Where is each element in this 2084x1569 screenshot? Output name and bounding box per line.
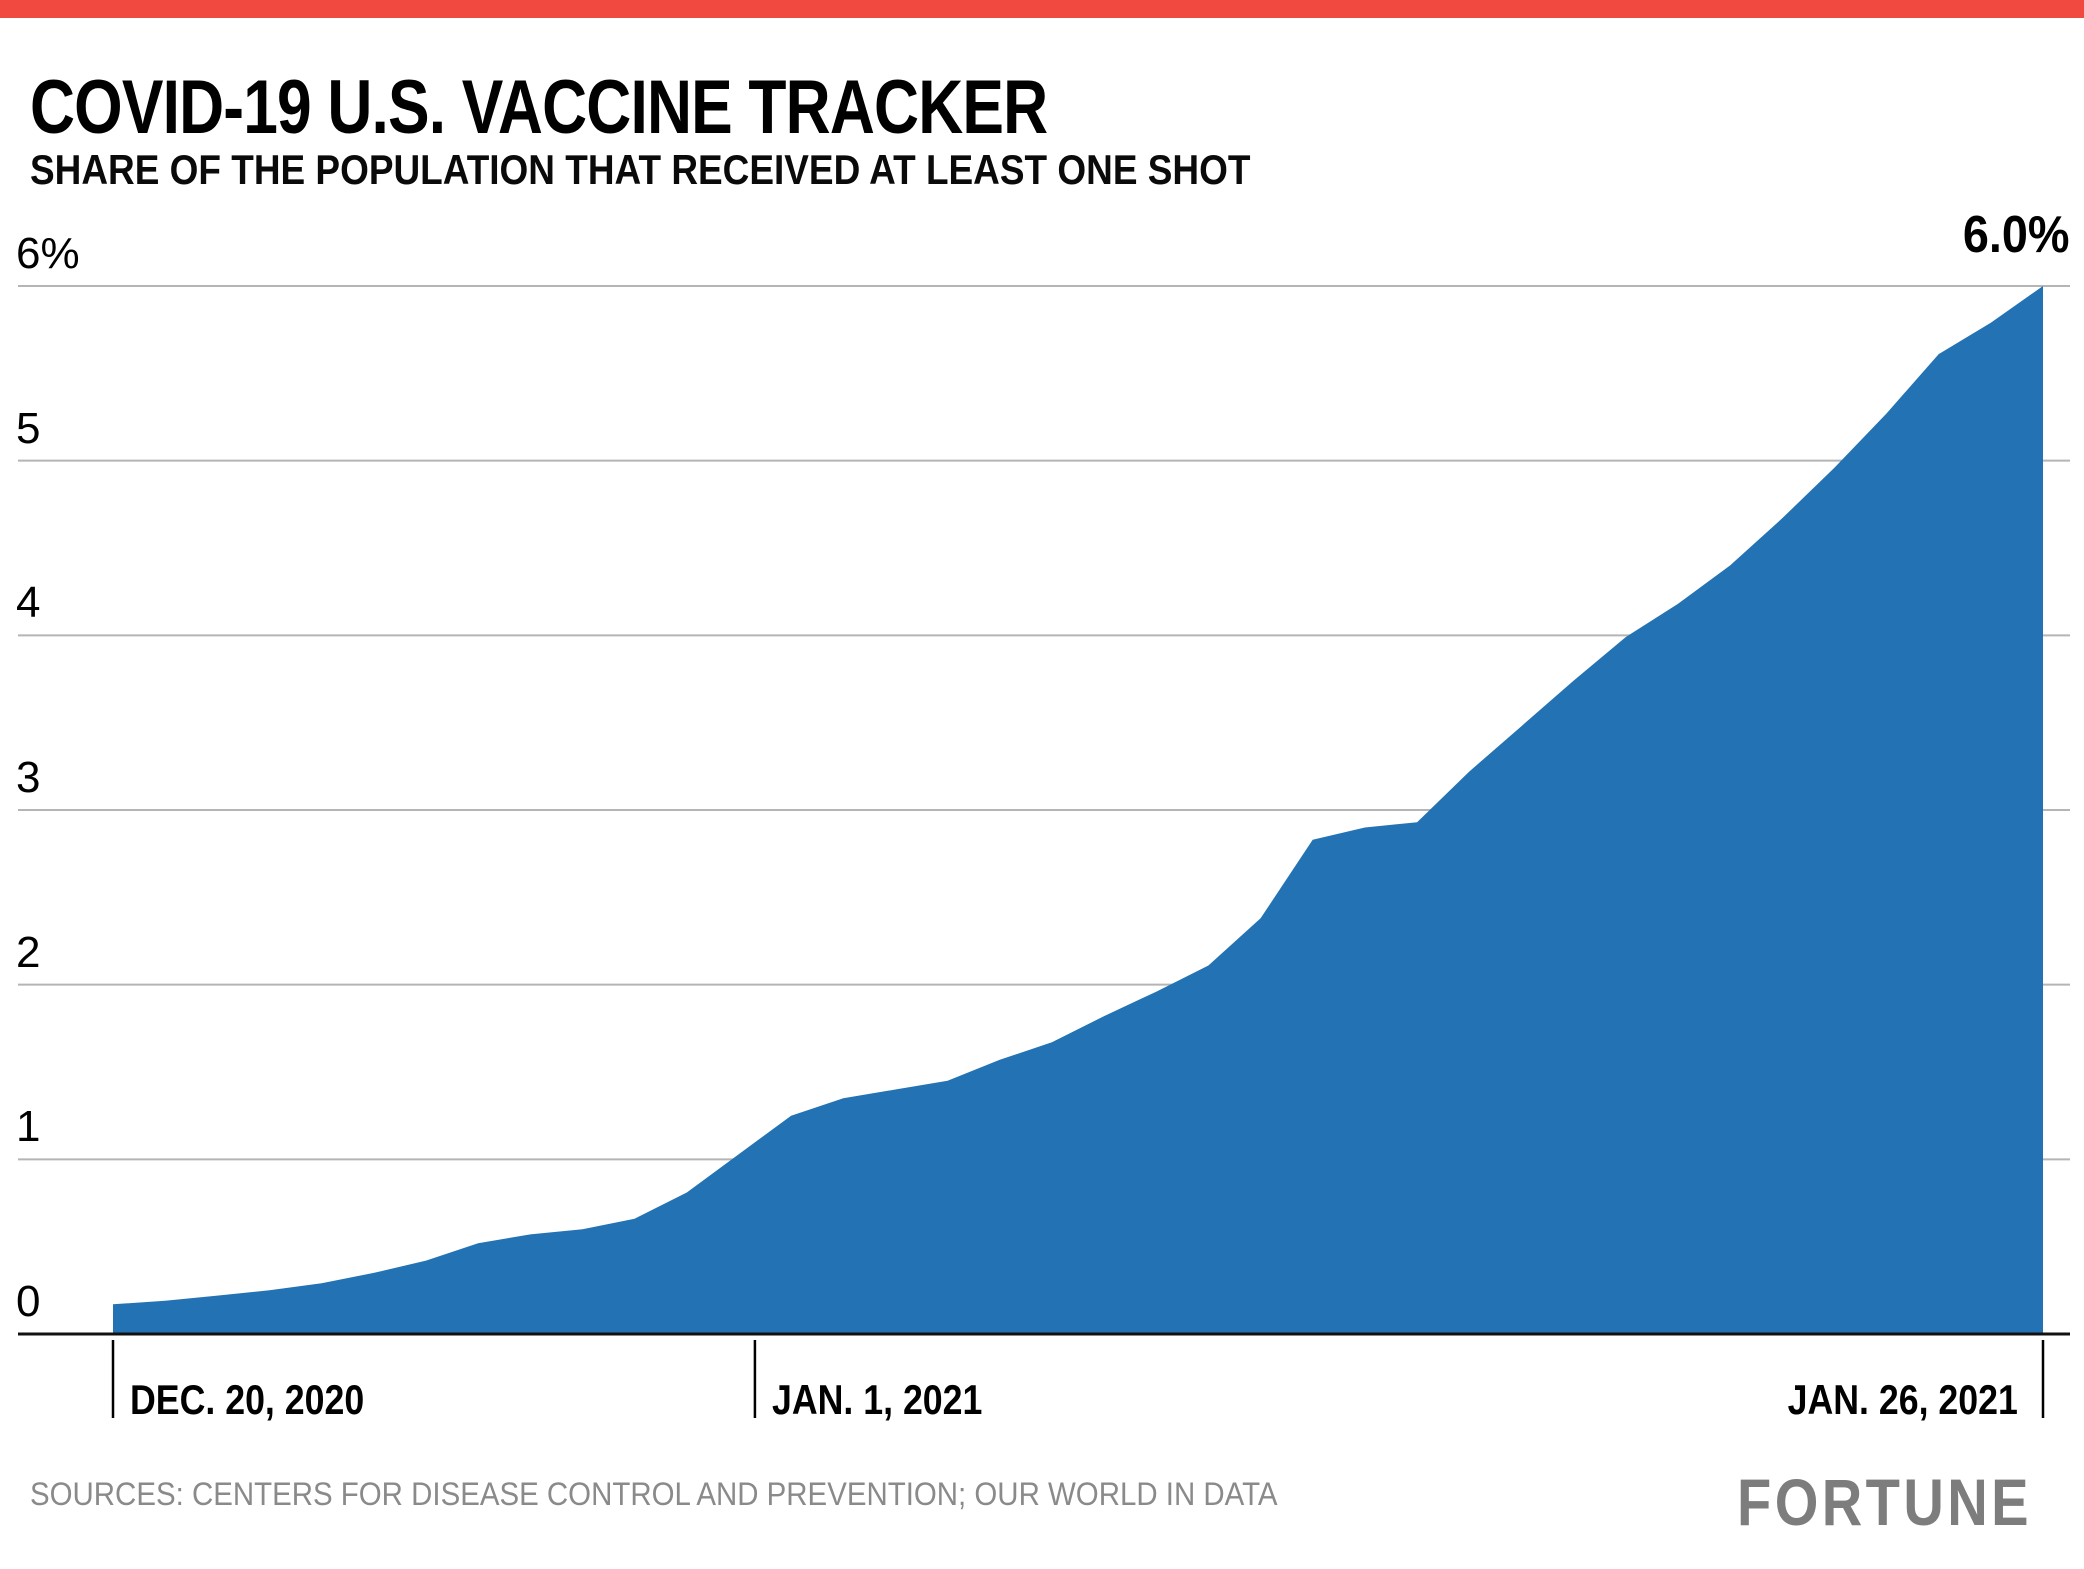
y-axis-label: 0 xyxy=(16,1277,41,1326)
latest-value-label: 6.0% xyxy=(1963,206,2070,264)
chart-subtitle: SHARE OF THE POPULATION THAT RECEIVED AT… xyxy=(30,146,1251,193)
y-axis-label: 4 xyxy=(16,578,41,628)
x-axis-label: JAN. 1, 2021 xyxy=(771,1376,983,1423)
sources-note: SOURCES: CENTERS FOR DISEASE CONTROL AND… xyxy=(30,1476,1278,1512)
y-axis-label: 1 xyxy=(16,1102,41,1152)
area-series xyxy=(113,286,2043,1334)
y-axis-label: 5 xyxy=(16,403,41,453)
x-axis-label: JAN. 26, 2021 xyxy=(1787,1376,2018,1423)
y-axis-label: 2 xyxy=(16,927,41,977)
fortune-logo: FORTUNE xyxy=(1737,1465,2032,1539)
y-axis-label: 6% xyxy=(16,229,80,278)
y-axis-label: 3 xyxy=(16,753,41,802)
brand-accent-bar xyxy=(0,0,2084,18)
chart-title: COVID-19 U.S. VACCINE TRACKER xyxy=(30,65,1048,150)
x-axis-label: DEC. 20, 2020 xyxy=(130,1376,365,1423)
